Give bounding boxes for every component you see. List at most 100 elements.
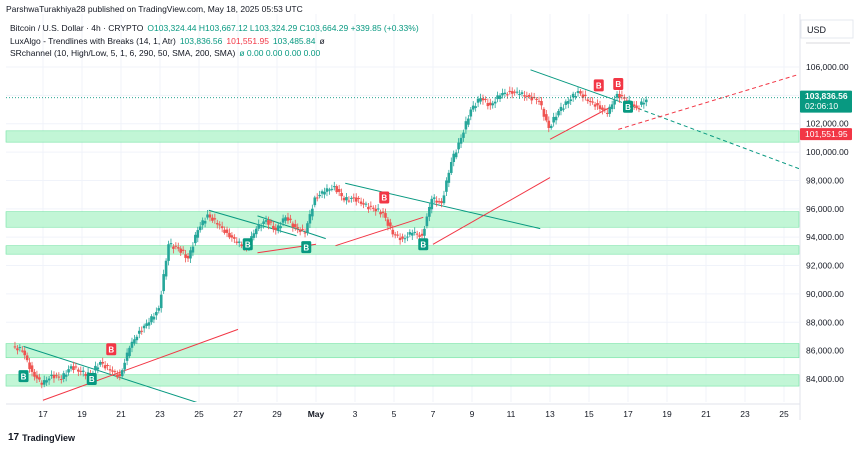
candle-body[interactable]: [389, 222, 392, 227]
candle-body[interactable]: [315, 197, 319, 199]
candle-body[interactable]: [208, 214, 212, 218]
candle-body[interactable]: [328, 189, 331, 191]
candle-body[interactable]: [164, 260, 168, 277]
candle-body[interactable]: [564, 101, 568, 105]
candle-body[interactable]: [111, 370, 114, 372]
candle-body[interactable]: [342, 197, 346, 201]
candle-body[interactable]: [125, 352, 129, 361]
candle-body[interactable]: [554, 116, 558, 121]
last-price-tag[interactable]: [800, 90, 852, 113]
candle-body[interactable]: [527, 94, 531, 97]
candle-body[interactable]: [515, 91, 519, 93]
candle-body[interactable]: [276, 225, 280, 231]
candle-body[interactable]: [172, 246, 175, 249]
candle-body[interactable]: [215, 223, 219, 225]
candle-body[interactable]: [213, 218, 217, 220]
candle-body[interactable]: [323, 191, 326, 195]
candle-body[interactable]: [457, 142, 460, 150]
candle-body[interactable]: [467, 118, 470, 125]
candle-body[interactable]: [637, 108, 641, 110]
legend-luxalgo-row[interactable]: LuxAlgo - Trendlines with Breaks (14, 1,…: [10, 35, 419, 48]
candle-body[interactable]: [25, 355, 29, 361]
candle-body[interactable]: [118, 373, 122, 377]
candle-body[interactable]: [267, 220, 270, 225]
candle-body[interactable]: [59, 378, 63, 380]
candle-body[interactable]: [318, 194, 321, 197]
candle-body[interactable]: [337, 189, 341, 192]
candle-body[interactable]: [574, 96, 577, 98]
signal-badge-bear[interactable]: [613, 78, 624, 91]
signal-badge-bull[interactable]: [86, 373, 97, 385]
candle-body[interactable]: [38, 377, 41, 380]
candle-body[interactable]: [198, 226, 202, 231]
candle-body[interactable]: [169, 243, 173, 245]
candle-body[interactable]: [593, 104, 597, 107]
candle-body[interactable]: [301, 228, 304, 230]
candle-body[interactable]: [352, 197, 356, 199]
candle-body[interactable]: [523, 95, 526, 97]
candle-body[interactable]: [194, 234, 197, 244]
candle-body[interactable]: [293, 224, 297, 228]
candle-body[interactable]: [347, 200, 351, 202]
candle-body[interactable]: [569, 99, 573, 102]
trendline-up[interactable]: [335, 216, 424, 247]
candle-body[interactable]: [106, 364, 109, 366]
candle-body[interactable]: [406, 236, 409, 238]
candle-body[interactable]: [620, 95, 624, 97]
candle-body[interactable]: [586, 99, 590, 102]
candle-body[interactable]: [147, 322, 151, 326]
candle-body[interactable]: [484, 98, 487, 100]
candle-body[interactable]: [635, 105, 638, 109]
candle-body[interactable]: [432, 197, 436, 199]
trendline-down[interactable]: [618, 100, 823, 178]
candle-body[interactable]: [462, 132, 465, 138]
candle-body[interactable]: [289, 218, 292, 221]
candle-body[interactable]: [281, 218, 285, 223]
candle-body[interactable]: [503, 92, 507, 95]
candle-body[interactable]: [98, 361, 102, 365]
candle-body[interactable]: [279, 226, 282, 229]
candle-body[interactable]: [62, 373, 66, 379]
candle-body[interactable]: [254, 228, 258, 235]
candle-body[interactable]: [566, 101, 570, 104]
candle-body[interactable]: [362, 203, 365, 205]
candle-body[interactable]: [425, 216, 429, 227]
candle-body[interactable]: [189, 250, 192, 259]
candle-body[interactable]: [525, 95, 529, 97]
legend-symbol-row[interactable]: Bitcoin / U.S. Dollar · 4h · CRYPTO O103…: [10, 22, 419, 35]
candle-body[interactable]: [332, 186, 336, 188]
candle-body[interactable]: [303, 232, 307, 234]
candle-body[interactable]: [45, 380, 48, 383]
candle-body[interactable]: [286, 217, 290, 221]
candle-body[interactable]: [605, 112, 609, 114]
candle-body[interactable]: [220, 226, 224, 229]
candle-body[interactable]: [308, 214, 312, 224]
candle-body[interactable]: [257, 224, 261, 229]
candle-body[interactable]: [571, 93, 575, 98]
candle-body[interactable]: [152, 316, 156, 320]
candle-body[interactable]: [272, 225, 275, 230]
candle-body[interactable]: [454, 152, 458, 158]
candle-body[interactable]: [608, 106, 612, 114]
candle-body[interactable]: [437, 201, 441, 203]
candle-body[interactable]: [506, 94, 509, 96]
candle-body[interactable]: [340, 192, 343, 197]
candle-body[interactable]: [113, 371, 117, 373]
candle-body[interactable]: [218, 224, 222, 226]
candle-body[interactable]: [610, 104, 614, 110]
candle-body[interactable]: [435, 200, 438, 203]
candle-body[interactable]: [133, 339, 136, 344]
candle-body[interactable]: [128, 347, 131, 357]
candle-body[interactable]: [167, 244, 170, 261]
candle-body[interactable]: [74, 366, 78, 368]
candle-body[interactable]: [174, 245, 178, 247]
candle-body[interactable]: [55, 375, 58, 377]
candle-body[interactable]: [535, 98, 538, 100]
signal-badge-bull[interactable]: [623, 100, 633, 113]
candle-body[interactable]: [50, 374, 53, 376]
candle-body[interactable]: [518, 93, 521, 95]
trendline-up[interactable]: [42, 328, 239, 401]
candle-body[interactable]: [330, 188, 334, 190]
candle-body[interactable]: [252, 233, 256, 238]
